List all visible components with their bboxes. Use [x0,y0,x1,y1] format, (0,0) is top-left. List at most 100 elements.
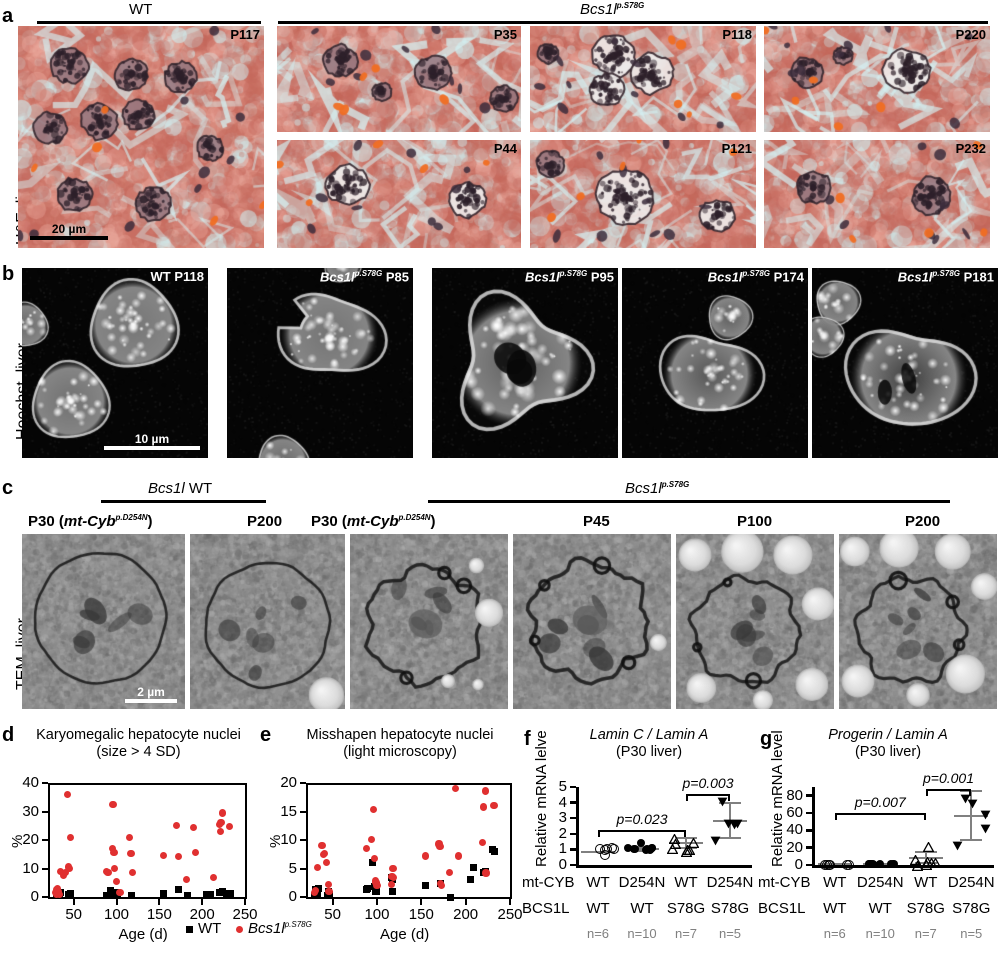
chart-g-ylabel: Relative mRNA level [769,730,786,867]
chart-g-marker-2-1 [909,852,922,865]
chart-d-point-1-35 [225,822,234,830]
panel-b-tag1-sup: p.S78G [354,269,383,278]
panel-b-image-mut-p174[interactable]: Bcs1lp.S78G P174 [622,268,808,458]
chart-g-sigtick-right-0 [923,813,926,820]
legend-label-wt: WT [198,920,222,937]
chart-f-errorcap-high-3 [719,801,741,804]
panel-c-image-1[interactable] [190,534,345,709]
chart-f-ytick-1 [570,848,576,851]
legend-marker-mut [236,925,244,933]
chart-d-point-0-19 [222,889,230,897]
panel-c-image-3[interactable] [513,534,671,709]
chart-e-letter: e [260,724,272,746]
legend-marker-wt [186,926,193,933]
chart-f-letter: f [524,728,531,750]
chart-g-errorcap-high-3 [960,790,983,793]
chart-g-ytick-2 [806,829,812,832]
chart-e-point-1-25 [446,868,454,877]
panel-a-group-mut-label: Bcs1lp.S78G [580,2,644,18]
chart-g-marker-3-3 [980,821,991,834]
panel-c-image-5[interactable] [839,534,997,709]
chart-g-title-italic: Progerin / Lamin A [828,727,948,743]
chart-e-point-1-6 [322,859,330,867]
chart-g-group-mtcyb-2: WT [914,874,938,891]
panel-b-image-tag-3: Bcs1lp.S78G P174 [708,269,804,285]
chart-d-point-1-27 [183,875,191,883]
chart-f-title: Lamin C / Lamin A (P30 liver) [544,727,754,762]
chart-g-ytick-4 [806,794,812,797]
chart-d-ytick-label-2: 20 [22,831,39,848]
chart-f-marker-0-4 [606,843,617,854]
panel-b-image-mut-p95[interactable]: Bcs1lp.S78G P95 [432,268,618,458]
panel-a-image-tag-5: P121 [721,141,752,156]
chart-e-point-1-15 [373,882,381,890]
chart-f-plabel-0: p=0.023 [616,810,668,827]
panel-c-image-2[interactable] [350,534,508,709]
chart-g-group-n-2: n=7 [914,926,937,941]
chart-e-point-1-2 [313,863,322,871]
panel-b-image-wt-p118[interactable]: WT P118 10 µm [22,268,208,458]
chart-f-marker-2-0 [668,831,681,845]
chart-e-ytick-label-4: 20 [280,774,297,791]
chart-e-point-0-17 [389,887,397,895]
chart-g-group-mtcyb-0: WT [823,874,847,891]
chart-g-marker-1-9 [889,859,898,868]
chart-e-xtick-1 [375,899,378,905]
panel-b-image-mut-p181[interactable]: Bcs1lp.S78G P181 [812,268,998,458]
chart-f-ytick-label-3: 3 [558,809,567,827]
chart-d-point-1-34 [219,809,227,817]
panel-a-image-p117[interactable]: P117 20 µm [18,26,264,248]
panel-b-tag0-age: P118 [174,269,204,284]
panel-b-image-mut-p85[interactable]: Bcs1lp.S78G P85 [227,268,413,458]
panel-a-image-p121[interactable]: P121 [530,140,756,248]
chart-e-xtick-label-1: 100 [364,906,390,923]
chart-f-ytick-0 [570,863,576,867]
panel-a-image-tag-0: P117 [230,27,260,42]
panel-c-title-4: P100 [737,513,773,530]
chart-d-point-1-14 [104,869,112,877]
chart-e-point-1-11 [369,806,377,814]
chart-f-group-bcs1l-2: S78G [666,900,706,917]
panel-c-title-2: P30 (mt-Cybp.D254N) [311,514,436,530]
panel-c-scalebar-bar [125,699,177,703]
chart-d-xtick-3 [201,899,204,905]
chart-g-title: Progerin / Lamin A (P30 liver) [780,727,996,762]
panel-a-image-p220[interactable]: P220 [764,26,990,132]
panel-b-tag0-prefix: WT [150,269,171,284]
chart-e-point-1-19 [390,874,398,882]
chart-f-ytick-3 [570,816,576,820]
chart-d-point-1-15 [108,844,116,853]
chart-d-point-1-9 [64,790,72,798]
chart-f-subtitle: (P30 liver) [615,744,683,761]
chart-e-xtick-4 [509,899,511,905]
panel-b-tag2-sup: p.S78G [559,269,588,278]
chart-g-ytick-3 [806,811,812,815]
chart-e-xtick-0 [331,899,334,905]
panel-c-image-4[interactable] [676,534,834,709]
chart-f-group-mtcyb-2: WT [674,874,698,891]
chart-d-point-1-16 [109,800,117,808]
chart-e-point-0-3 [314,891,322,899]
panel-letter-a: a [2,5,14,27]
chart-e-right-spine [510,783,512,898]
panel-a-image-p35[interactable]: P35 [277,26,521,132]
panel-c-image-0[interactable]: 2 µm [22,534,185,709]
chart-d-xtick-1 [115,899,118,905]
chart-f-rowheader-1: BCS1L [522,900,570,917]
chart-f-sigtick-left-0 [598,829,600,837]
chart-e-ytick-label-3: 15 [280,802,297,820]
panel-a-image-p118[interactable]: P118 [530,26,756,132]
panel-a-image-p44[interactable]: P44 [277,140,521,248]
chart-d-xlabel: Age (d) [118,926,168,943]
chart-e-point-0-10 [369,859,377,867]
chart-d-ytick-1 [42,867,48,870]
panel-a-image-p232[interactable]: P232 [764,140,990,248]
chart-e-ytick-label-1: 5 [288,859,297,877]
chart-g-ytick-label-1: 20 [786,838,803,856]
panel-b-tag4-age: P181 [963,269,994,285]
chart-g-marker-1-4 [875,860,884,869]
chart-g-sigbar-1 [925,788,972,791]
chart-g-sigtick-right-1 [969,788,972,796]
chart-panel-f: f Lamin C / Lamin A (P30 liver) 0 1 2 3 4 5 Relat… [522,725,758,959]
chart-d-subtitle: (size > 4 SD) [96,744,181,761]
